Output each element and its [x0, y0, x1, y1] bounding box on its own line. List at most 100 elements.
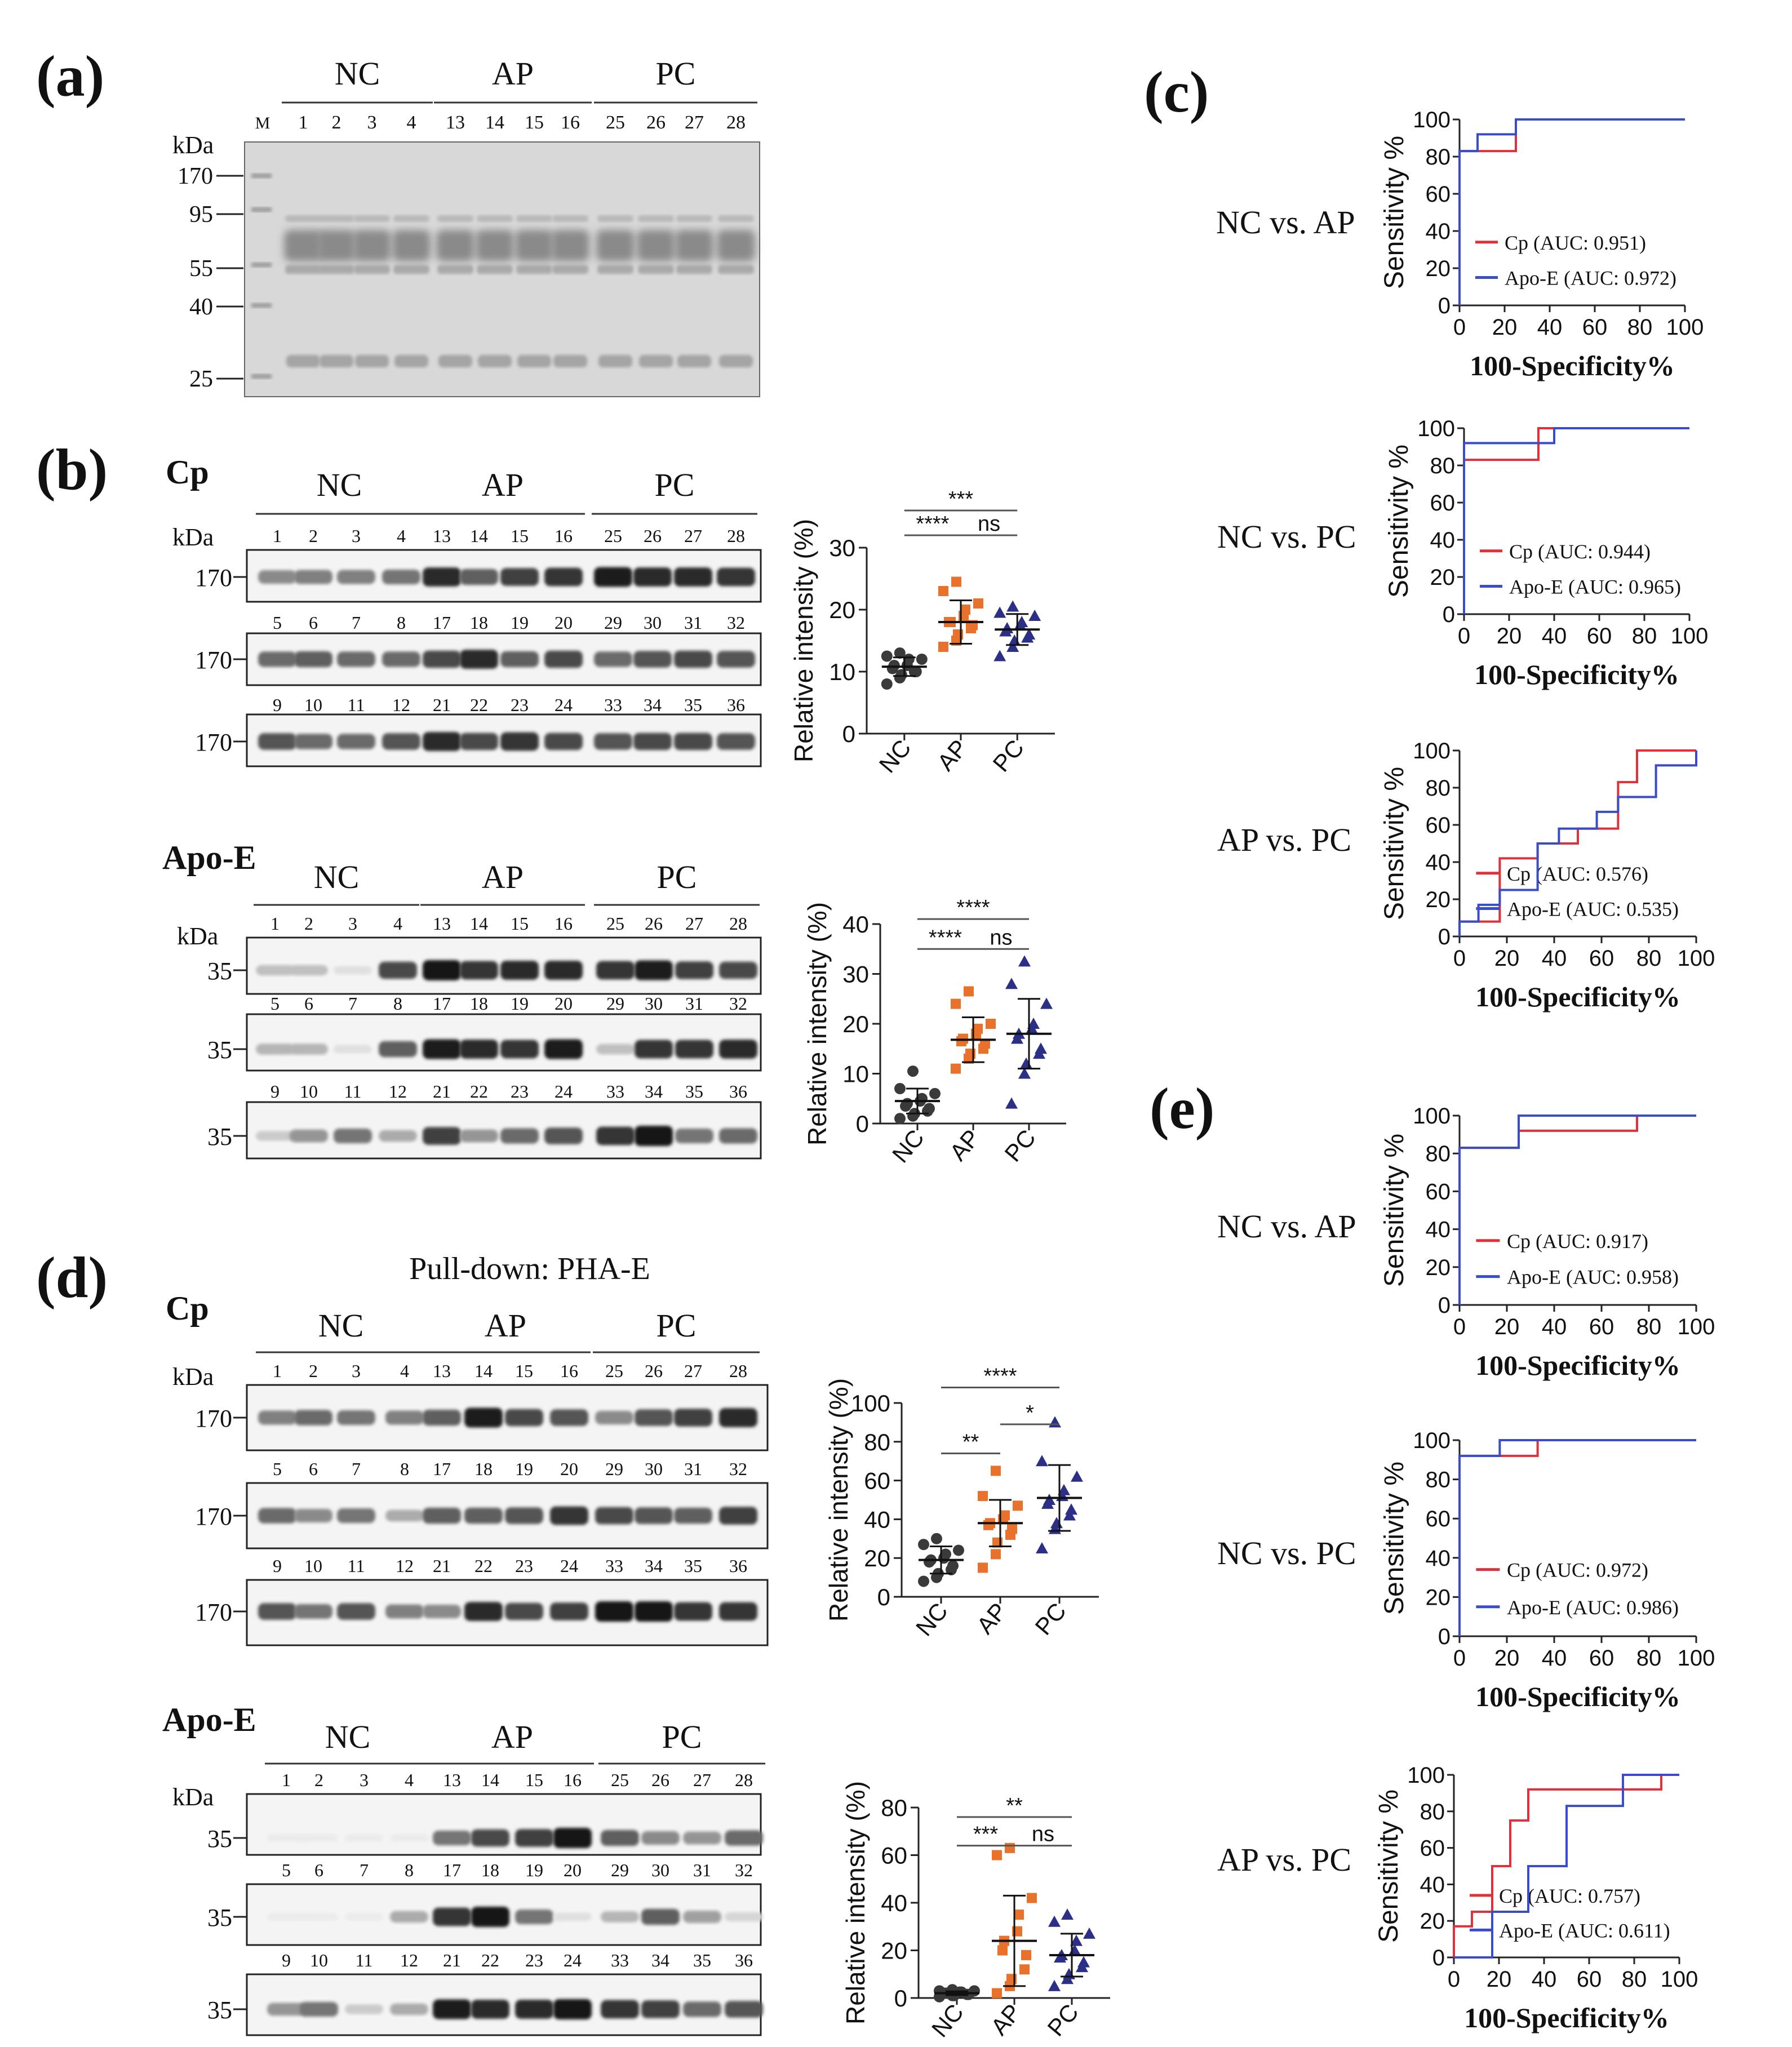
- protein-band: [595, 1601, 633, 1622]
- data-point-ap: [986, 1019, 996, 1029]
- lane-number: 30: [645, 1459, 663, 1479]
- data-point-ap: [1019, 1964, 1030, 1975]
- gel-band-light-chain: [438, 355, 472, 367]
- x-tick-label: 60: [1587, 624, 1612, 649]
- x-tick-label: 100: [1678, 1646, 1715, 1671]
- lane-number: 33: [606, 1081, 624, 1102]
- lane-number: 3: [352, 526, 361, 546]
- lane-number: 28: [729, 1361, 747, 1381]
- protein-band: [390, 1911, 428, 1923]
- x-tick-label: 0: [1458, 624, 1470, 649]
- x-tick-label: 0: [1448, 1967, 1460, 1992]
- lane-number: 16: [564, 1770, 582, 1790]
- x-tick-label: 20: [1494, 946, 1520, 971]
- lane-number: 36: [729, 1556, 747, 1576]
- gel-band: [718, 265, 754, 274]
- lane-number: 14: [470, 526, 488, 546]
- data-point-pc: [1043, 1494, 1055, 1505]
- roc-c-nc-vs-pc: NC vs. PC 00 20 20 40 40 60 60 80 80 100 100 100-Spe…: [1217, 416, 1708, 690]
- legend-entry: Apo-E (AUC: 0.972): [1505, 267, 1676, 290]
- pulldown-title: Pull-down: PHA-E: [409, 1251, 650, 1286]
- roc-curve-apoe: [1458, 1439, 1696, 1636]
- protein-band: [596, 1044, 635, 1055]
- protein-band: [294, 1509, 332, 1522]
- protein-band: [379, 1041, 417, 1058]
- protein-band: [635, 1507, 673, 1524]
- lane-number: 6: [314, 1860, 323, 1880]
- lane-number: 21: [433, 695, 451, 715]
- mw-label: 35: [207, 957, 232, 985]
- lane-number: 4: [407, 112, 416, 133]
- protein-band: [635, 1040, 673, 1059]
- data-point-pc: [1050, 1517, 1063, 1529]
- data-point-nc: [881, 678, 893, 690]
- y-tick-label: 0: [1438, 925, 1451, 949]
- data-point-ap: [1000, 1510, 1010, 1521]
- lane-number: 32: [735, 1860, 753, 1880]
- lane-number: 14: [470, 913, 488, 934]
- x-tick-label: NC: [911, 1598, 953, 1641]
- lane-number: 13: [446, 112, 465, 133]
- data-point-ap: [980, 1038, 990, 1049]
- data-point-ap: [991, 1466, 1001, 1476]
- lane-number: 19: [525, 1860, 543, 1880]
- data-point-pc: [1063, 1968, 1075, 1979]
- lane-number: 23: [525, 1950, 543, 1970]
- significance-label: ***: [948, 487, 974, 511]
- x-axis-label: 100-Specificity%: [1475, 1681, 1680, 1712]
- x-tick-label: 0: [1453, 1646, 1466, 1671]
- protein-band: [382, 733, 420, 750]
- lane-number: 20: [564, 1860, 582, 1880]
- lane-number: 10: [304, 695, 322, 715]
- protein-band: [674, 567, 712, 587]
- protein-band: [385, 1604, 424, 1619]
- x-tick-label: 100: [1666, 315, 1704, 340]
- comparison-label: NC vs. AP: [1217, 1208, 1356, 1245]
- protein-band: [460, 1129, 498, 1143]
- gel-band: [318, 265, 354, 274]
- x-tick-label: 20: [1494, 1646, 1520, 1671]
- protein-band: [460, 961, 498, 980]
- x-tick-label: 100: [1678, 946, 1715, 971]
- mw-label: 35: [207, 1904, 232, 1931]
- y-tick-label: 0: [856, 1111, 869, 1137]
- lane-number: 28: [735, 1770, 753, 1790]
- lane-number: 26: [651, 1770, 669, 1790]
- lane-number: 13: [433, 526, 451, 546]
- protein-band: [544, 567, 583, 587]
- y-tick-label: 40: [881, 1890, 907, 1916]
- gel-band-light-chain: [517, 355, 551, 367]
- y-tick-label: 80: [1426, 145, 1451, 170]
- y-tick-label: 60: [1420, 1836, 1445, 1861]
- data-point-pc: [1058, 1484, 1070, 1495]
- protein-band: [505, 1409, 543, 1427]
- lane-number: 28: [726, 112, 746, 133]
- lane-number: 26: [646, 112, 666, 133]
- kda-label: kDa: [172, 1783, 214, 1811]
- data-point-ap: [1013, 1500, 1023, 1511]
- mw-label: 170: [195, 1503, 232, 1530]
- lane-number: 5: [273, 1459, 282, 1479]
- lane-number: 9: [282, 1950, 291, 1970]
- gel-band: [552, 215, 588, 222]
- lane-number: 1: [273, 526, 282, 546]
- comparison-label: NC vs. PC: [1217, 1535, 1356, 1571]
- legend-entry: Apo-E (AUC: 0.958): [1507, 1266, 1679, 1289]
- protein-band: [719, 1602, 757, 1621]
- protein-band: [633, 567, 672, 587]
- protein-band: [595, 1411, 633, 1424]
- mw-label: 35: [207, 1825, 232, 1853]
- gel-band: [676, 215, 712, 222]
- x-tick-label: PC: [1030, 1598, 1071, 1640]
- data-point-pc: [1005, 978, 1018, 989]
- lane-number: 14: [474, 1361, 493, 1381]
- y-tick-label: 0: [1438, 294, 1451, 318]
- lane-number: 6: [304, 993, 313, 1014]
- lane-number: 17: [443, 1860, 461, 1880]
- roc-c-nc-vs-ap: NC vs. AP 00 20 20 40 40 60 60 80 80 100 100 100-Spe…: [1216, 108, 1704, 381]
- blot-strip: [246, 1793, 762, 1856]
- lane-number: 8: [393, 993, 402, 1014]
- protein-band: [460, 732, 498, 751]
- protein-band: [674, 1409, 712, 1427]
- x-tick-label: 40: [1537, 315, 1563, 340]
